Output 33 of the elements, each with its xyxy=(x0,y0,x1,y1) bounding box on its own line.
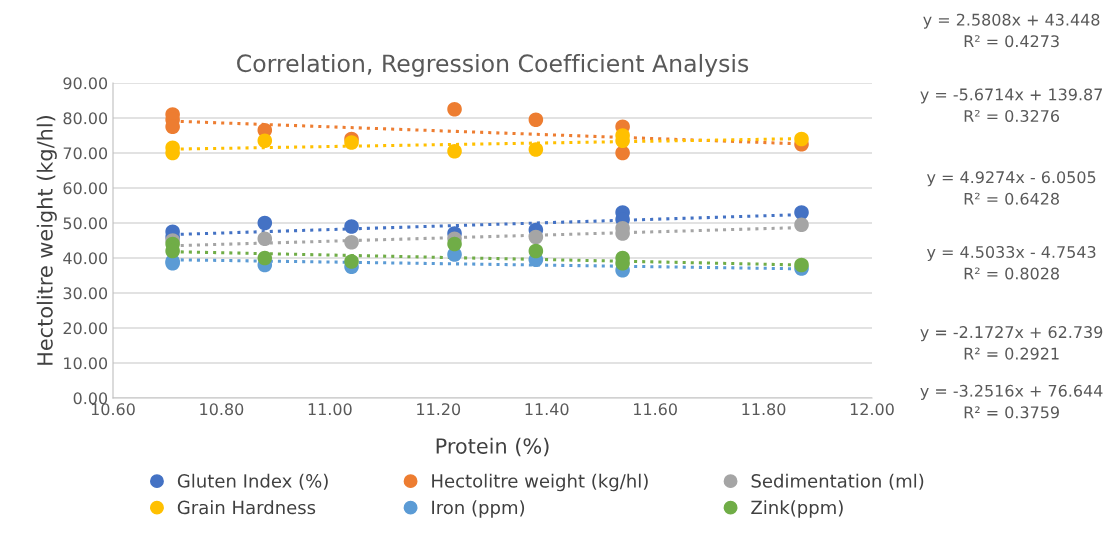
chart-title: Correlation, Regression Coefficient Analysis xyxy=(237,53,749,77)
text: y = -3.2516x + 76.644 R² = 0.3759 xyxy=(920,384,1103,419)
x-tick-label: 12.00 xyxy=(850,403,894,416)
x-tick-label: 10.60 xyxy=(91,403,135,416)
legend-label: Grain Hardness xyxy=(177,500,316,515)
legend-label: Iron (ppm) xyxy=(432,500,525,518)
x-tick-label: 11.40 xyxy=(525,403,569,416)
y-tick-label: 60.00 xyxy=(63,182,108,195)
y-tick-label: 10.00 xyxy=(64,357,108,370)
y-tick-label: 0.00 xyxy=(73,392,108,405)
text: y = -5.6714x + 139.87 R² = 0.3276 xyxy=(920,88,1102,122)
y-axis-title: Hectolitre weight (kg/hl) xyxy=(36,116,57,365)
y-tick-label: 70.00 xyxy=(63,147,108,160)
y-tick-label: 40.00 xyxy=(63,252,108,265)
legend-label: Zink(ppm) xyxy=(751,500,843,518)
text: y = 4.9274x - 6.0505 R² = 0.6428 xyxy=(927,171,1096,205)
y-tick-label: 20.00 xyxy=(63,322,108,335)
text: y = -2.1727x + 62.739 R² = 0.2921 xyxy=(920,326,1103,360)
text: y = 4.5033x - 4.7543 R² = 0.8028 xyxy=(927,245,1096,280)
x-tick-label: 11.00 xyxy=(308,403,352,416)
legend-label: Gluten Index (%) xyxy=(177,473,328,490)
y-tick-label: 30.00 xyxy=(63,287,108,300)
y-tick-label: 50.00 xyxy=(63,217,108,230)
legend-label: Hectolitre weight (kg/hl) xyxy=(432,473,648,492)
x-tick-label: 11.20 xyxy=(417,403,461,416)
x-tick-label: 11.60 xyxy=(634,403,677,416)
text: y = 2.5808x + 43.448 R² = 0.4273 xyxy=(923,13,1100,48)
x-axis-title: Protein (%) xyxy=(436,437,549,457)
y-tick-label: 80.00 xyxy=(63,112,108,125)
x-tick-label: 11.80 xyxy=(742,403,786,416)
y-tick-label: 90.00 xyxy=(63,77,108,90)
x-tick-label: 10.80 xyxy=(200,403,244,416)
legend-label: Sedimentation (ml) xyxy=(751,473,924,490)
